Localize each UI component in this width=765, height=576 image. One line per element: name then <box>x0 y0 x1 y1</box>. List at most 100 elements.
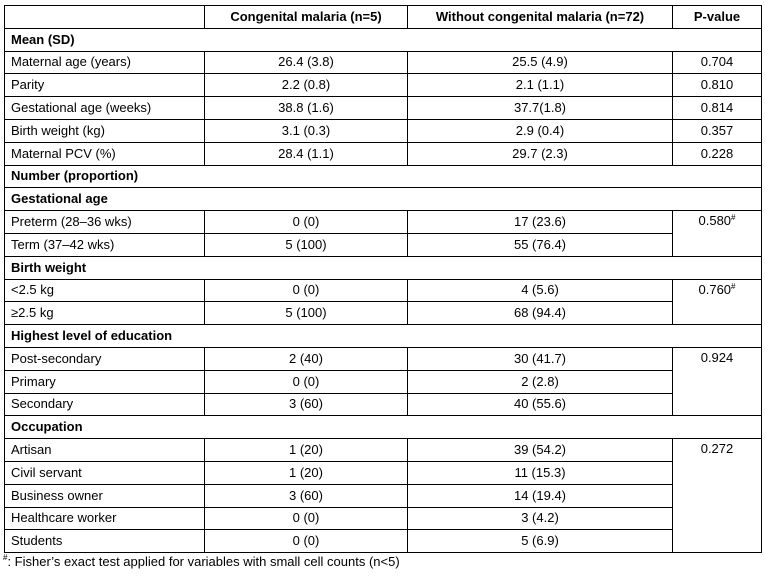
row-label: Business owner <box>4 483 205 508</box>
congenital-value: 3 (60) <box>204 483 408 508</box>
row-label: Gestational age (weeks) <box>4 96 205 120</box>
without-value: 11 (15.3) <box>407 460 673 485</box>
without-value: 25.5 (4.9) <box>407 50 673 75</box>
without-value: 4 (5.6) <box>407 278 673 303</box>
section-birth-weight: Birth weight <box>4 255 762 280</box>
congenital-value: 1 (20) <box>204 438 408 462</box>
without-value: 29.7 (2.3) <box>407 141 673 166</box>
congenital-value: 0 (0) <box>204 278 408 303</box>
row-label: Birth weight (kg) <box>4 118 205 143</box>
congenital-value: 2 (40) <box>204 346 408 371</box>
congenital-value: 3.1 (0.3) <box>204 118 408 143</box>
section-number-proportion: Number (proportion) <box>4 164 762 189</box>
congenital-value: 28.4 (1.1) <box>204 141 408 166</box>
table-row-birth-weight-kg: Birth weight (kg) 3.1 (0.3) 2.9 (0.4) 0.… <box>4 118 762 143</box>
row-label: <2.5 kg <box>4 278 205 303</box>
row-label: Healthcare worker <box>4 506 205 531</box>
section-row-mean-sd: Mean (SD) <box>4 27 762 52</box>
congenital-value: 0 (0) <box>204 369 408 394</box>
header-congenital-malaria: Congenital malaria (n=5) <box>204 5 408 29</box>
table-row-secondary: Secondary 3 (60) 40 (55.6) <box>4 392 762 417</box>
row-label: Artisan <box>4 438 205 462</box>
without-value: 2.1 (1.1) <box>407 73 673 98</box>
p-value: 0.924 <box>672 346 762 417</box>
section-row-occupation: Occupation <box>4 415 762 440</box>
row-label: Maternal PCV (%) <box>4 141 205 166</box>
table-row-preterm: Preterm (28–36 wks) 0 (0) 17 (23.6) 0.58… <box>4 210 762 257</box>
section-row-number-proportion: Number (proportion) <box>4 164 762 189</box>
header-p-value: P-value <box>672 5 762 29</box>
section-row-birth-weight: Birth weight <box>4 255 762 280</box>
without-value: 2.9 (0.4) <box>407 118 673 143</box>
without-value: 5 (6.9) <box>407 529 673 554</box>
row-label: Civil servant <box>4 460 205 485</box>
row-label: ≥2.5 kg <box>4 301 205 326</box>
row-label: Term (37–42 wks) <box>4 232 205 257</box>
congenital-value: 3 (60) <box>204 392 408 417</box>
footnote-text: : Fisher’s exact test applied for variab… <box>7 554 400 569</box>
comparison-table: Congenital malaria (n=5) Without congeni… <box>4 5 762 554</box>
footnote: #: Fisher’s exact test applied for varia… <box>3 554 400 570</box>
table-row-students: Students 0 (0) 5 (6.9) <box>4 529 762 554</box>
fisher-test-marker: # <box>731 281 736 291</box>
p-value: 0.810 <box>672 73 762 98</box>
table-row-ge-2-5-kg: ≥2.5 kg 5 (100) 68 (94.4) <box>4 301 762 326</box>
congenital-value: 0 (0) <box>204 506 408 531</box>
footnote-marker: # <box>3 553 8 562</box>
row-label: Students <box>4 529 205 554</box>
row-label: Primary <box>4 369 205 394</box>
table-row-term: Term (37–42 wks) 5 (100) 55 (76.4) <box>4 232 762 257</box>
p-value: 0.357 <box>672 118 762 143</box>
section-row-gestational-age: Gestational age <box>4 187 762 212</box>
congenital-value: 26.4 (3.8) <box>204 50 408 75</box>
without-value: 2 (2.8) <box>407 369 673 394</box>
table-row-artisan: Artisan 1 (20) 39 (54.2) 0.272 <box>4 438 762 554</box>
row-label: Parity <box>4 73 205 98</box>
p-value-cell: 0.580# <box>672 210 762 257</box>
without-value: 55 (76.4) <box>407 232 673 257</box>
without-value: 39 (54.2) <box>407 438 673 462</box>
fisher-test-marker: # <box>731 213 736 223</box>
p-value: 0.580 <box>698 213 732 229</box>
without-value: 30 (41.7) <box>407 346 673 371</box>
table-row-maternal-pcv: Maternal PCV (%) 28.4 (1.1) 29.7 (2.3) 0… <box>4 141 762 166</box>
congenital-value: 2.2 (0.8) <box>204 73 408 98</box>
congenital-value: 0 (0) <box>204 529 408 554</box>
p-value: 0.704 <box>672 50 762 75</box>
header-label-cell <box>4 5 205 29</box>
row-label: Preterm (28–36 wks) <box>4 210 205 234</box>
section-gestational-age: Gestational age <box>4 187 762 212</box>
table-row-lt-2-5-kg: <2.5 kg 0 (0) 4 (5.6) 0.760# <box>4 278 762 326</box>
without-value: 14 (19.4) <box>407 483 673 508</box>
p-value: 0.272 <box>672 438 762 554</box>
congenital-value: 5 (100) <box>204 301 408 326</box>
without-value: 37.7(1.8) <box>407 96 673 120</box>
row-label: Secondary <box>4 392 205 417</box>
table-row-healthcare-worker: Healthcare worker 0 (0) 3 (4.2) <box>4 506 762 531</box>
header-without-congenital-malaria: Without congenital malaria (n=72) <box>407 5 673 29</box>
section-mean-sd: Mean (SD) <box>4 27 762 52</box>
row-label: Post-secondary <box>4 346 205 371</box>
table-row-primary: Primary 0 (0) 2 (2.8) <box>4 369 762 394</box>
p-value-cell: 0.760# <box>672 278 762 326</box>
table-row-post-secondary: Post-secondary 2 (40) 30 (41.7) 0.924 <box>4 346 762 417</box>
table-row-business-owner: Business owner 3 (60) 14 (19.4) <box>4 483 762 508</box>
section-occupation: Occupation <box>4 415 762 440</box>
p-value: 0.760 <box>698 281 732 297</box>
congenital-value: 38.8 (1.6) <box>204 96 408 120</box>
without-value: 40 (55.6) <box>407 392 673 417</box>
table-row-gestational-age-weeks: Gestational age (weeks) 38.8 (1.6) 37.7(… <box>4 96 762 120</box>
without-value: 68 (94.4) <box>407 301 673 326</box>
table-row-civil-servant: Civil servant 1 (20) 11 (15.3) <box>4 460 762 485</box>
table-header-row: Congenital malaria (n=5) Without congeni… <box>4 5 762 29</box>
table-row-parity: Parity 2.2 (0.8) 2.1 (1.1) 0.810 <box>4 73 762 98</box>
section-education: Highest level of education <box>4 324 762 348</box>
without-value: 3 (4.2) <box>407 506 673 531</box>
p-value: 0.814 <box>672 96 762 120</box>
congenital-value: 0 (0) <box>204 210 408 234</box>
congenital-value: 1 (20) <box>204 460 408 485</box>
table-row-maternal-age: Maternal age (years) 26.4 (3.8) 25.5 (4.… <box>4 50 762 75</box>
without-value: 17 (23.6) <box>407 210 673 234</box>
section-row-education: Highest level of education <box>4 324 762 348</box>
